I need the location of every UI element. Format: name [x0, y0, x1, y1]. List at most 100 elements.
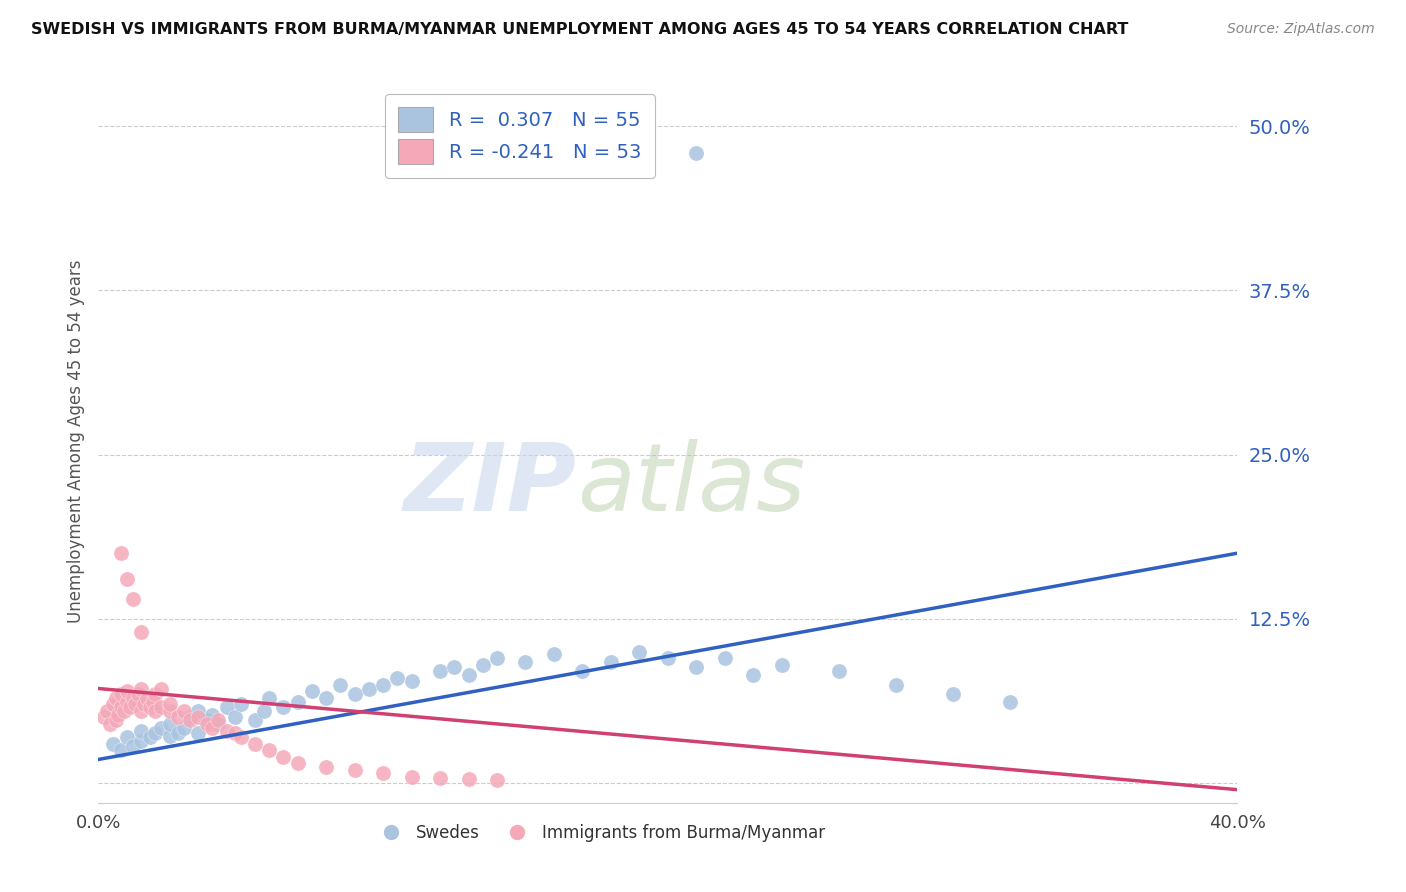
Point	[138, 730, 160, 744]
Text: ZIP: ZIP	[404, 439, 576, 531]
Point	[287, 695, 309, 709]
Point	[124, 698, 146, 712]
Point	[628, 645, 651, 659]
Point	[98, 717, 121, 731]
Point	[600, 655, 623, 669]
Point	[150, 721, 173, 735]
Point	[129, 625, 152, 640]
Point	[159, 704, 181, 718]
Point	[714, 651, 737, 665]
Point	[107, 707, 129, 722]
Point	[179, 710, 201, 724]
Point	[179, 713, 201, 727]
Point	[229, 730, 252, 744]
Point	[167, 726, 190, 740]
Point	[457, 668, 479, 682]
Point	[315, 760, 337, 774]
Point	[543, 648, 565, 662]
Point	[167, 710, 190, 724]
Point	[150, 699, 173, 714]
Point	[329, 677, 352, 691]
Point	[301, 684, 323, 698]
Point	[401, 770, 423, 784]
Point	[129, 734, 152, 748]
Point	[96, 704, 118, 718]
Point	[224, 726, 246, 740]
Point	[121, 592, 143, 607]
Point	[145, 687, 167, 701]
Point	[187, 710, 209, 724]
Point	[159, 729, 181, 743]
Point	[685, 145, 707, 160]
Point	[942, 687, 965, 701]
Point	[243, 737, 266, 751]
Point	[129, 723, 152, 738]
Point	[273, 699, 295, 714]
Point	[343, 763, 366, 777]
Point	[132, 698, 155, 712]
Point	[159, 698, 181, 712]
Point	[486, 773, 509, 788]
Point	[173, 704, 195, 718]
Text: SWEDISH VS IMMIGRANTS FROM BURMA/MYANMAR UNEMPLOYMENT AMONG AGES 45 TO 54 YEARS : SWEDISH VS IMMIGRANTS FROM BURMA/MYANMAR…	[31, 22, 1128, 37]
Point	[207, 717, 229, 731]
Point	[571, 665, 593, 679]
Point	[173, 721, 195, 735]
Point	[373, 677, 395, 691]
Point	[115, 695, 138, 709]
Point	[259, 743, 281, 757]
Point	[141, 695, 163, 709]
Point	[110, 699, 132, 714]
Point	[884, 677, 907, 691]
Point	[770, 657, 793, 672]
Point	[112, 704, 135, 718]
Point	[343, 687, 366, 701]
Point	[243, 713, 266, 727]
Point	[127, 687, 149, 701]
Text: Source: ZipAtlas.com: Source: ZipAtlas.com	[1227, 22, 1375, 37]
Point	[287, 756, 309, 771]
Point	[93, 710, 115, 724]
Point	[115, 684, 138, 698]
Point	[429, 665, 451, 679]
Point	[115, 573, 138, 587]
Point	[104, 713, 127, 727]
Point	[387, 671, 409, 685]
Point	[135, 690, 157, 705]
Point	[828, 665, 851, 679]
Point	[145, 704, 167, 718]
Point	[145, 726, 167, 740]
Point	[373, 765, 395, 780]
Point	[259, 690, 281, 705]
Point	[401, 673, 423, 688]
Point	[110, 546, 132, 560]
Point	[657, 651, 679, 665]
Point	[110, 687, 132, 701]
Point	[121, 690, 143, 705]
Point	[101, 698, 124, 712]
Y-axis label: Unemployment Among Ages 45 to 54 years: Unemployment Among Ages 45 to 54 years	[66, 260, 84, 624]
Text: atlas: atlas	[576, 440, 806, 531]
Point	[515, 655, 537, 669]
Point	[207, 713, 229, 727]
Point	[457, 772, 479, 786]
Point	[443, 660, 465, 674]
Point	[121, 739, 143, 754]
Point	[471, 657, 494, 672]
Point	[129, 681, 152, 696]
Point	[229, 698, 252, 712]
Point	[129, 704, 152, 718]
Point	[357, 681, 380, 696]
Point	[187, 726, 209, 740]
Point	[104, 690, 127, 705]
Point	[215, 699, 238, 714]
Point	[201, 707, 224, 722]
Point	[187, 704, 209, 718]
Point	[315, 690, 337, 705]
Point	[742, 668, 765, 682]
Point	[159, 717, 181, 731]
Point	[138, 699, 160, 714]
Point	[118, 699, 141, 714]
Point	[429, 771, 451, 785]
Point	[195, 717, 218, 731]
